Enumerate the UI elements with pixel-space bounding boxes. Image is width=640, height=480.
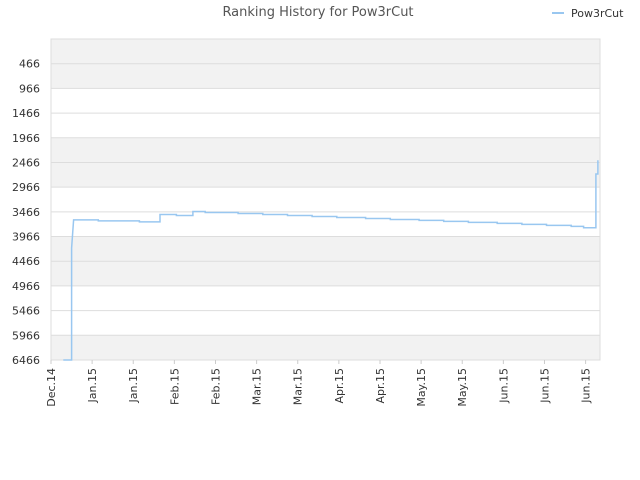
- x-tick-label: Jun.15: [580, 368, 593, 404]
- legend: Pow3rCut: [552, 7, 624, 20]
- y-tick-label: 1466: [12, 107, 40, 120]
- series-layer: [63, 160, 599, 361]
- y-tick-label: 5466: [12, 305, 40, 318]
- plot-band: [51, 88, 600, 114]
- plot-band: [51, 285, 600, 311]
- x-tick-label: Jun.15: [497, 368, 510, 404]
- plot-band: [51, 310, 600, 336]
- legend-label: Pow3rCut: [571, 7, 624, 20]
- x-tick-label: May.15: [456, 368, 469, 407]
- plot-area-border: [50, 38, 601, 361]
- y-tick-label: 966: [19, 82, 40, 95]
- y-tick-label: 4966: [12, 280, 40, 293]
- y-tick-label: 3466: [12, 206, 40, 219]
- plot-band: [51, 63, 600, 89]
- plot-band: [51, 162, 600, 188]
- x-axis: Dec.14 Jan.15 Jan.15 Feb.15 Feb.15 Mar.15 Mar.…: [45, 360, 593, 407]
- x-tick-label: Jan.15: [127, 368, 140, 403]
- chart-title: Ranking History for Pow3rCut: [222, 5, 413, 20]
- x-tick-label: Mar.15: [251, 368, 264, 405]
- plot-band: [51, 236, 600, 262]
- y-tick-label: 2966: [12, 181, 40, 194]
- x-tick-label: Mar.15: [292, 368, 305, 405]
- plot-band: [51, 113, 600, 138]
- x-tick-label: May.15: [415, 368, 428, 407]
- x-tick-label: Jan.15: [86, 368, 99, 403]
- y-tick-label: 6466: [12, 354, 40, 367]
- x-tick-label: Feb.15: [168, 368, 181, 405]
- plot-band: [51, 335, 600, 360]
- y-tick-label: 1966: [12, 132, 40, 145]
- y-tick-label: 4466: [12, 255, 40, 268]
- plot-band: [51, 39, 600, 64]
- x-tick-label: Jun.15: [538, 368, 551, 404]
- series-line: [63, 160, 599, 361]
- y-axis: 466 966 1466 1966 2466 2966 3466 3966 4466 4966 54…: [12, 58, 40, 367]
- x-tick-label: Dec.14: [45, 368, 58, 407]
- y-tick-label: 5966: [12, 329, 40, 342]
- y-tick-label: 466: [19, 58, 40, 71]
- plot-bands: [51, 39, 600, 360]
- x-tick-label: Feb.15: [209, 368, 222, 405]
- x-tick-label: Apr.15: [374, 368, 387, 404]
- x-tick-label: Apr.15: [333, 368, 346, 404]
- plot-band: [51, 137, 600, 163]
- plot-band: [51, 187, 600, 212]
- y-tick-label: 3966: [12, 231, 40, 244]
- plot-band: [51, 261, 600, 286]
- y-tick-label: 2466: [12, 156, 40, 169]
- plot-band: [51, 211, 600, 237]
